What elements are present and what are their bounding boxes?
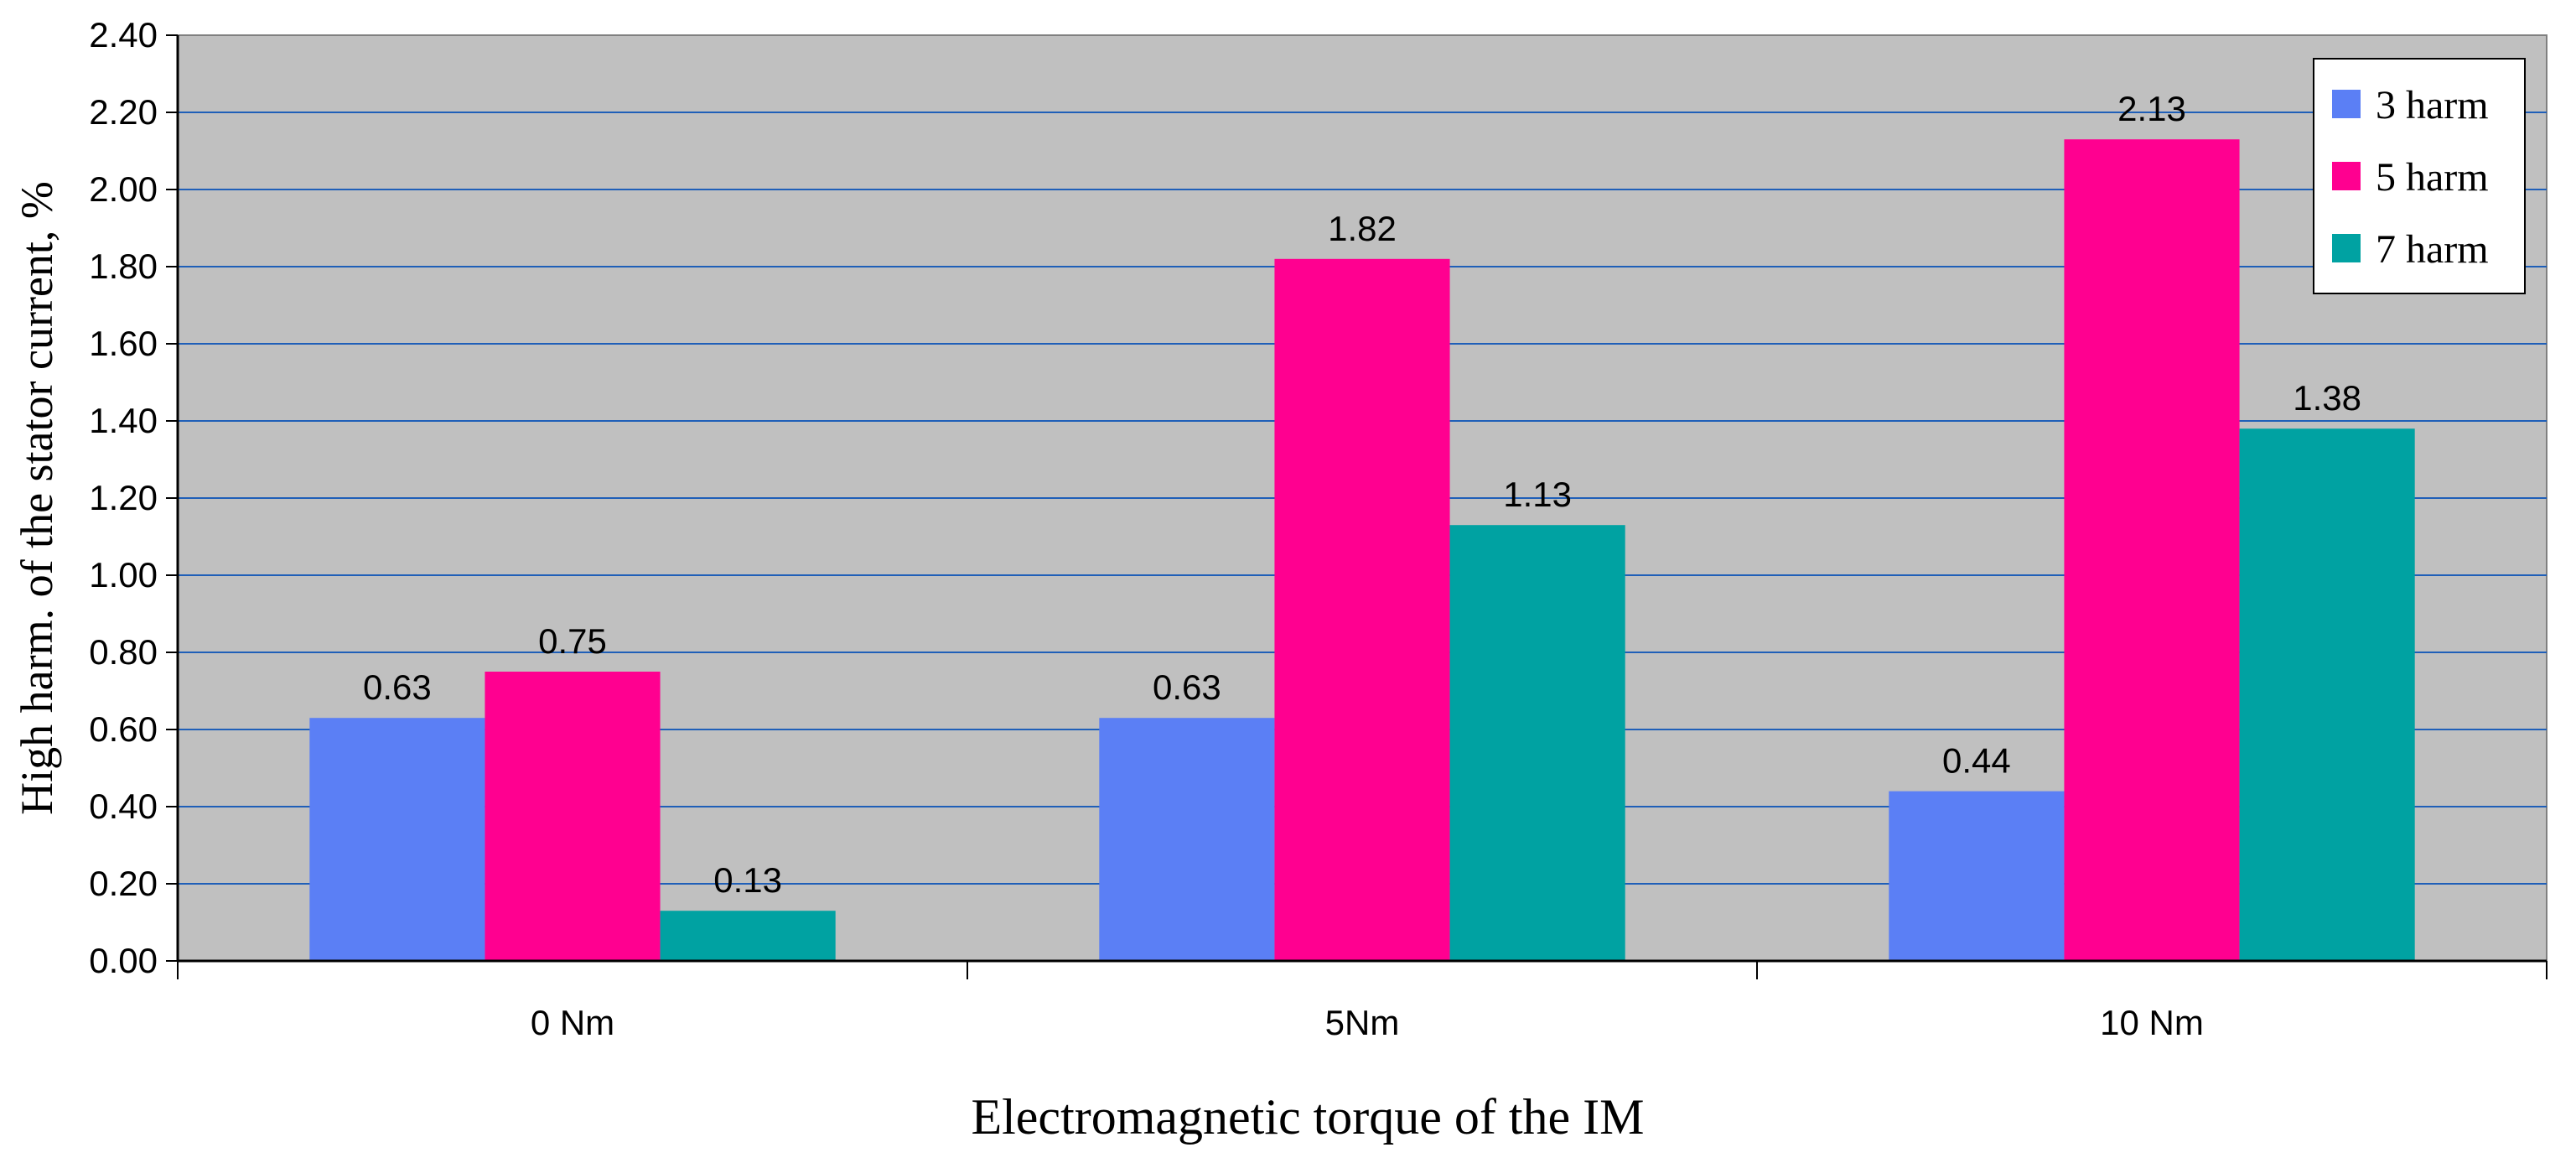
y-tick-label: 1.00 [89, 555, 158, 594]
y-tick-label: 0.40 [89, 787, 158, 826]
legend-swatch-3-harm [2332, 90, 2361, 118]
data-label: 0.63 [363, 667, 432, 707]
bar [1274, 258, 1450, 961]
bar [1889, 791, 2065, 961]
data-label: 0.75 [538, 621, 607, 661]
bar [309, 718, 485, 961]
data-label: 1.82 [1328, 209, 1397, 248]
data-label: 0.44 [1942, 741, 2011, 781]
axes: 0.00 0.20 0.40 0.60 0.80 1.00 1.20 1.40 1.60 1.80… [89, 15, 2547, 1042]
data-label: 0.13 [713, 860, 782, 900]
y-tick-label: 1.20 [89, 478, 158, 517]
x-tick-label: 5Nm [1325, 1003, 1400, 1042]
y-tick-label: 0.60 [89, 709, 158, 749]
legend: 3 harm 5 harm 7 harm [2313, 58, 2526, 294]
bar [2064, 139, 2240, 961]
x-tick-label: 10 Nm [2100, 1003, 2204, 1042]
y-tick-label: 1.60 [89, 324, 158, 363]
legend-swatch-5-harm [2332, 162, 2361, 190]
y-tick-label: 2.00 [89, 169, 158, 209]
y-tick-label: 0.80 [89, 632, 158, 672]
legend-label-5-harm: 5 harm [2376, 155, 2489, 200]
legend-swatch-7-harm [2332, 234, 2361, 262]
y-tick-label: 2.20 [89, 92, 158, 132]
x-axis-title: Electromagnetic torque of the IM [971, 1089, 1644, 1145]
data-label: 1.13 [1503, 475, 1572, 514]
y-tick-label: 2.40 [89, 15, 158, 55]
data-labels: 0.63 0.75 0.13 0.63 1.82 1.13 0.44 2.13 1.38 [363, 89, 2361, 900]
y-axis-title: High harm. of the stator current, % [12, 181, 62, 815]
x-tick-label: 0 Nm [531, 1003, 614, 1042]
data-label: 1.38 [2293, 378, 2361, 418]
bars [309, 139, 2415, 961]
bar [2239, 428, 2415, 961]
y-tick-label: 0.20 [89, 864, 158, 903]
y-tick-label: 1.40 [89, 401, 158, 440]
y-tick-label: 0.00 [89, 941, 158, 980]
bar [1099, 718, 1275, 961]
legend-label-3-harm: 3 harm [2376, 83, 2489, 127]
bar [485, 672, 661, 961]
legend-label-7-harm: 7 harm [2376, 227, 2489, 272]
data-label: 2.13 [2117, 89, 2186, 128]
bar [1449, 525, 1625, 961]
bar [660, 911, 836, 961]
data-label: 0.63 [1153, 667, 1221, 707]
y-tick-label: 1.80 [89, 247, 158, 286]
